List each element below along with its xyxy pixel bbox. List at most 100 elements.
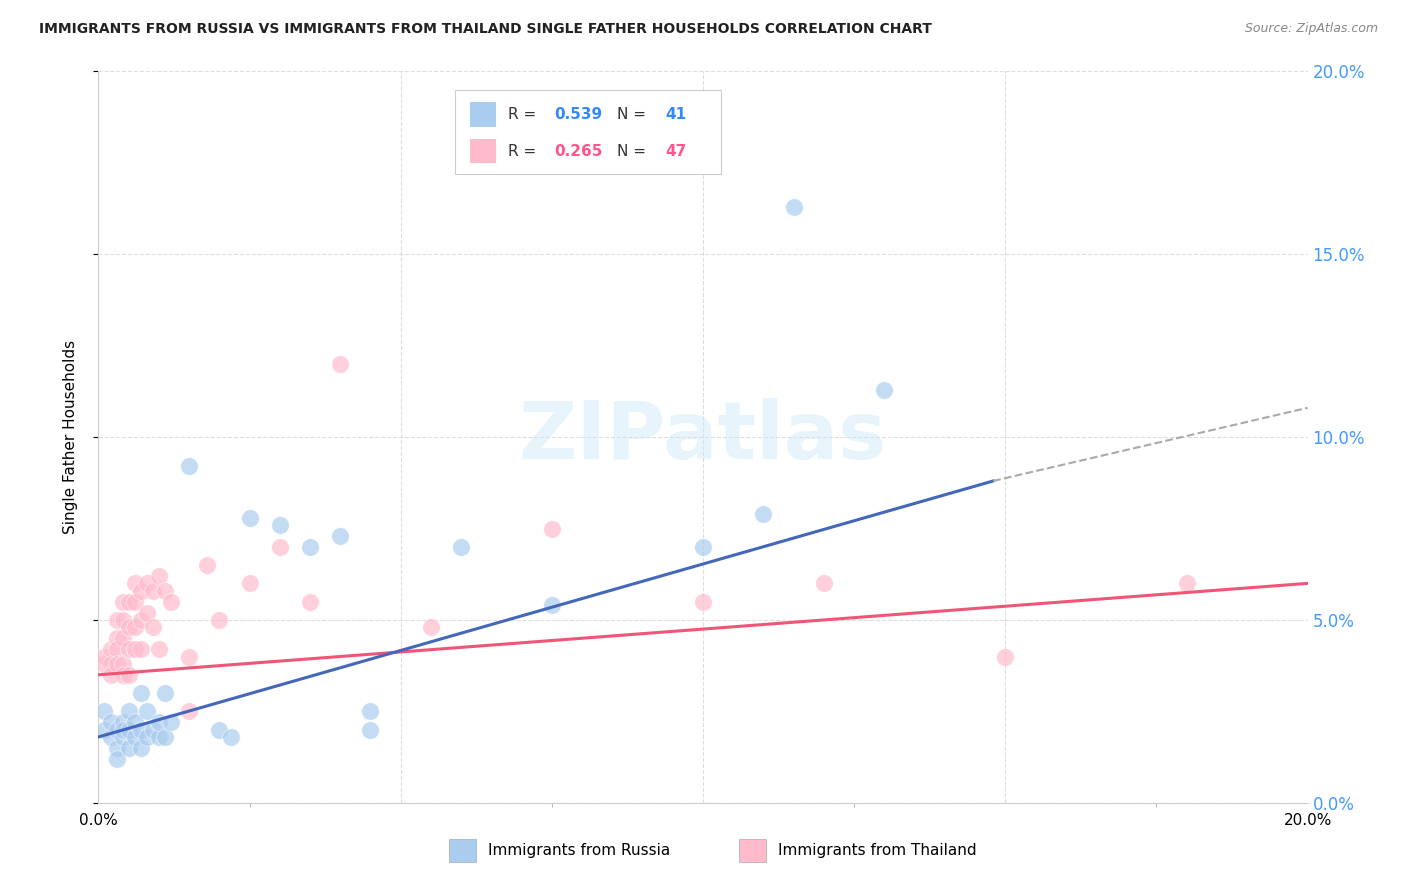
Point bbox=[111, 730, 134, 744]
Text: 0.265: 0.265 bbox=[554, 144, 603, 159]
Bar bbox=[470, 138, 496, 163]
Point bbox=[111, 613, 134, 627]
Bar bbox=[449, 838, 475, 862]
Point bbox=[111, 657, 134, 671]
Point bbox=[153, 686, 176, 700]
Point bbox=[129, 613, 152, 627]
Point bbox=[105, 642, 128, 657]
Text: 41: 41 bbox=[665, 107, 686, 122]
Point bbox=[783, 200, 806, 214]
Point bbox=[153, 730, 176, 744]
Point bbox=[105, 723, 128, 737]
Point bbox=[105, 740, 128, 755]
Point bbox=[118, 705, 141, 719]
Point bbox=[111, 715, 134, 730]
Point bbox=[124, 620, 146, 634]
Point bbox=[105, 657, 128, 671]
Point bbox=[160, 594, 183, 608]
Point bbox=[118, 642, 141, 657]
Point bbox=[420, 620, 443, 634]
Text: 47: 47 bbox=[665, 144, 686, 159]
Point bbox=[195, 558, 218, 573]
Point bbox=[360, 723, 382, 737]
Point bbox=[813, 576, 835, 591]
Text: ZIPatlas: ZIPatlas bbox=[519, 398, 887, 476]
Point bbox=[129, 686, 152, 700]
Bar bbox=[740, 838, 766, 862]
Point bbox=[148, 569, 170, 583]
Point bbox=[100, 657, 122, 671]
Point bbox=[100, 730, 122, 744]
Point bbox=[100, 715, 122, 730]
Point bbox=[239, 510, 262, 524]
Point bbox=[179, 705, 201, 719]
Point bbox=[135, 730, 157, 744]
Point bbox=[105, 752, 128, 766]
Point bbox=[540, 521, 562, 535]
Text: Immigrants from Thailand: Immigrants from Thailand bbox=[778, 843, 977, 858]
Point bbox=[873, 383, 896, 397]
Point bbox=[105, 613, 128, 627]
Point bbox=[129, 642, 152, 657]
Point bbox=[752, 507, 775, 521]
Bar bbox=[456, 90, 721, 174]
Point bbox=[135, 705, 157, 719]
Text: Immigrants from Russia: Immigrants from Russia bbox=[488, 843, 671, 858]
Point bbox=[179, 649, 201, 664]
Point bbox=[135, 576, 157, 591]
Text: N =: N = bbox=[617, 107, 651, 122]
Point bbox=[450, 540, 472, 554]
Point bbox=[360, 705, 382, 719]
Point bbox=[124, 642, 146, 657]
Point bbox=[269, 517, 291, 532]
Point bbox=[142, 620, 165, 634]
Point bbox=[105, 632, 128, 646]
Point bbox=[111, 594, 134, 608]
Point bbox=[100, 667, 122, 681]
Point bbox=[93, 705, 115, 719]
Point bbox=[111, 667, 134, 681]
Point bbox=[93, 657, 115, 671]
Point bbox=[148, 715, 170, 730]
Text: N =: N = bbox=[617, 144, 651, 159]
Point bbox=[329, 529, 352, 543]
Point bbox=[124, 576, 146, 591]
Text: R =: R = bbox=[509, 144, 541, 159]
Point bbox=[179, 459, 201, 474]
Point bbox=[148, 642, 170, 657]
Point bbox=[208, 613, 231, 627]
Point bbox=[93, 649, 115, 664]
Point bbox=[692, 540, 714, 554]
Point bbox=[1175, 576, 1198, 591]
Point bbox=[129, 583, 152, 598]
Point bbox=[148, 730, 170, 744]
Point bbox=[118, 620, 141, 634]
Point bbox=[118, 723, 141, 737]
Point bbox=[329, 357, 352, 371]
Point bbox=[540, 599, 562, 613]
Point bbox=[118, 594, 141, 608]
Point bbox=[135, 606, 157, 620]
Text: 0.539: 0.539 bbox=[554, 107, 602, 122]
Point bbox=[111, 632, 134, 646]
Y-axis label: Single Father Households: Single Father Households bbox=[63, 340, 77, 534]
Point bbox=[124, 594, 146, 608]
Point bbox=[692, 594, 714, 608]
Point bbox=[129, 723, 152, 737]
Point bbox=[160, 715, 183, 730]
Point bbox=[111, 723, 134, 737]
Point bbox=[124, 730, 146, 744]
Point bbox=[142, 583, 165, 598]
Point bbox=[118, 667, 141, 681]
Point bbox=[269, 540, 291, 554]
Text: IMMIGRANTS FROM RUSSIA VS IMMIGRANTS FROM THAILAND SINGLE FATHER HOUSEHOLDS CORR: IMMIGRANTS FROM RUSSIA VS IMMIGRANTS FRO… bbox=[39, 22, 932, 37]
Point bbox=[299, 540, 322, 554]
Point bbox=[100, 642, 122, 657]
Point bbox=[93, 723, 115, 737]
Point bbox=[208, 723, 231, 737]
Text: Source: ZipAtlas.com: Source: ZipAtlas.com bbox=[1244, 22, 1378, 36]
Point bbox=[118, 740, 141, 755]
Point bbox=[239, 576, 262, 591]
Text: R =: R = bbox=[509, 107, 541, 122]
Point bbox=[124, 715, 146, 730]
